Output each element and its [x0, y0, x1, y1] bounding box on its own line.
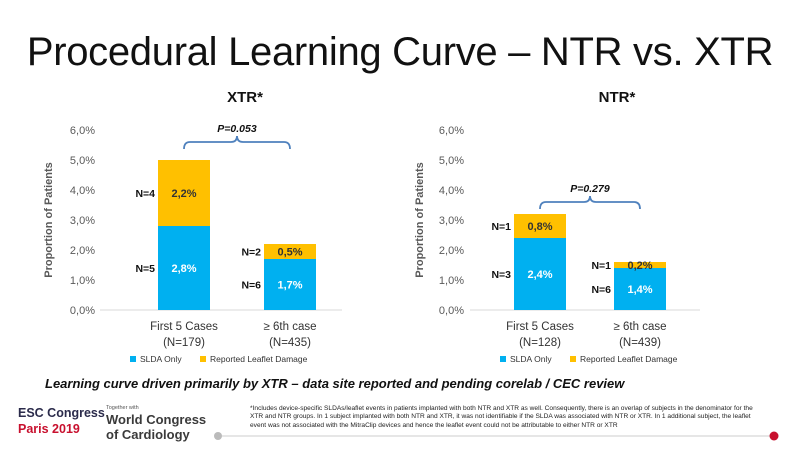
chart-1-bar-leaflet-2	[264, 244, 316, 259]
esc-congress-label: ESC Congress	[18, 406, 105, 420]
chart-1-legend-swatch-leaflet	[200, 356, 206, 362]
chart-1-p-value-label: P=0.053	[217, 123, 257, 135]
chart-2-category-sublabel-1: (N=128)	[519, 337, 561, 349]
chart-2-y-axis-label: Proportion of Patients	[414, 162, 426, 278]
chart-2-legend-label-slda: SLDA Only	[510, 354, 552, 364]
chart-2-n-label-slda-1: N=3	[491, 269, 511, 281]
chart-2-y-tick-label: 6,0%	[439, 125, 464, 137]
chart-2-legend-swatch-slda	[500, 356, 506, 362]
chart-2-title: NTR*	[599, 89, 636, 106]
chart-1-data-label-slda-2: 1,7%	[277, 280, 302, 292]
chart-1-bar-slda-2	[264, 259, 316, 310]
chart-2-n-label-leaflet-2: N=1	[591, 260, 611, 272]
chart-2-data-label-leaflet-2: 0,2%	[627, 260, 652, 272]
chart-1-legend-label-slda: SLDA Only	[140, 354, 182, 364]
chart-1-y-tick-label: 4,0%	[70, 185, 95, 197]
chart-1-y-tick-label: 2,0%	[70, 245, 95, 257]
chart-2-p-value-label: P=0.279	[570, 183, 610, 195]
chart-1-y-tick-label: 6,0%	[70, 125, 95, 137]
chart-2-y-tick-label: 2,0%	[439, 245, 464, 257]
chart-2-category-label-1: First 5 Cases	[506, 321, 574, 333]
chart-2-y-tick-label: 3,0%	[439, 215, 464, 227]
chart-1-category-label-2: ≥ 6th case	[264, 321, 317, 333]
slide-title: Procedural Learning Curve – NTR vs. XTR	[26, 30, 774, 74]
chart-2-bar-leaflet-2	[614, 262, 666, 268]
chart-2-n-label-slda-2: N=6	[591, 284, 611, 296]
chart-1-bar-leaflet-1	[158, 160, 210, 226]
chart-1-n-label-leaflet-1: N=4	[135, 188, 155, 200]
chart-1-y-tick-label: 5,0%	[70, 155, 95, 167]
chart-2-bar-slda-2	[614, 268, 666, 310]
chart-2-category-label-2: ≥ 6th case	[614, 321, 667, 333]
caption: Learning curve driven primarily by XTR –…	[45, 376, 625, 391]
chart-2-y-tick-label: 1,0%	[439, 275, 464, 287]
chart-1-y-tick-label: 0,0%	[70, 305, 95, 317]
chart-2-legend-label-leaflet: Reported Leaflet Damage	[580, 354, 678, 364]
chart-2-y-tick-label: 5,0%	[439, 155, 464, 167]
chart-1-y-tick-label: 3,0%	[70, 215, 95, 227]
congress-logo: ESC Congress Paris 2019 Together with Wo…	[18, 405, 238, 442]
chart-1-n-label-leaflet-2: N=2	[241, 247, 261, 259]
chart-2-y-tick-label: 0,0%	[439, 305, 464, 317]
chart-2-n-label-leaflet-1: N=1	[491, 221, 511, 233]
chart-1-significance-bracket	[183, 135, 291, 150]
chart-1-y-axis-label: Proportion of Patients	[43, 162, 55, 278]
chart-1-n-label-slda-2: N=6	[241, 280, 261, 292]
footer-decoration	[0, 428, 800, 441]
chart-2-bar-leaflet-1	[514, 214, 566, 238]
chart-2-y-tick-label: 4,0%	[439, 185, 464, 197]
chart-1-bar-slda-1	[158, 226, 210, 310]
chart-1-y-tick-label: 1,0%	[70, 275, 95, 287]
chart-2-significance-bracket	[539, 195, 641, 210]
world-congress-label: World Congress	[106, 412, 207, 427]
of-cardiology-label: of Cardiology	[106, 427, 190, 442]
chart-1-data-label-leaflet-1: 2,2%	[171, 188, 196, 200]
chart-2-legend-swatch-leaflet	[570, 356, 576, 362]
chart-2-data-label-slda-2: 1,4%	[627, 284, 652, 296]
chart-1-data-label-slda-1: 2,8%	[171, 263, 196, 275]
chart-2-bar-slda-1	[514, 238, 566, 310]
chart-1-category-label-1: First 5 Cases	[150, 321, 218, 333]
chart-2-category-sublabel-2: (N=439)	[619, 337, 661, 349]
chart-1-category-sublabel-1: (N=179)	[163, 337, 205, 349]
chart-1-data-label-leaflet-2: 0,5%	[277, 247, 302, 259]
chart-2-data-label-leaflet-1: 0,8%	[527, 221, 552, 233]
footnote: *Includes device-specific SLDAs/leaflet …	[250, 405, 762, 430]
esc-location-label: Paris 2019	[18, 422, 80, 436]
chart-1-title: XTR*	[227, 89, 263, 106]
chart-1-category-sublabel-2: (N=435)	[269, 337, 311, 349]
chart-1-n-label-slda-1: N=5	[135, 263, 155, 275]
chart-1-legend-label-leaflet: Reported Leaflet Damage	[210, 354, 308, 364]
chart-2-data-label-slda-1: 2,4%	[527, 269, 552, 281]
chart-1-legend-swatch-slda	[130, 356, 136, 362]
together-with-label: Together with	[106, 405, 139, 411]
